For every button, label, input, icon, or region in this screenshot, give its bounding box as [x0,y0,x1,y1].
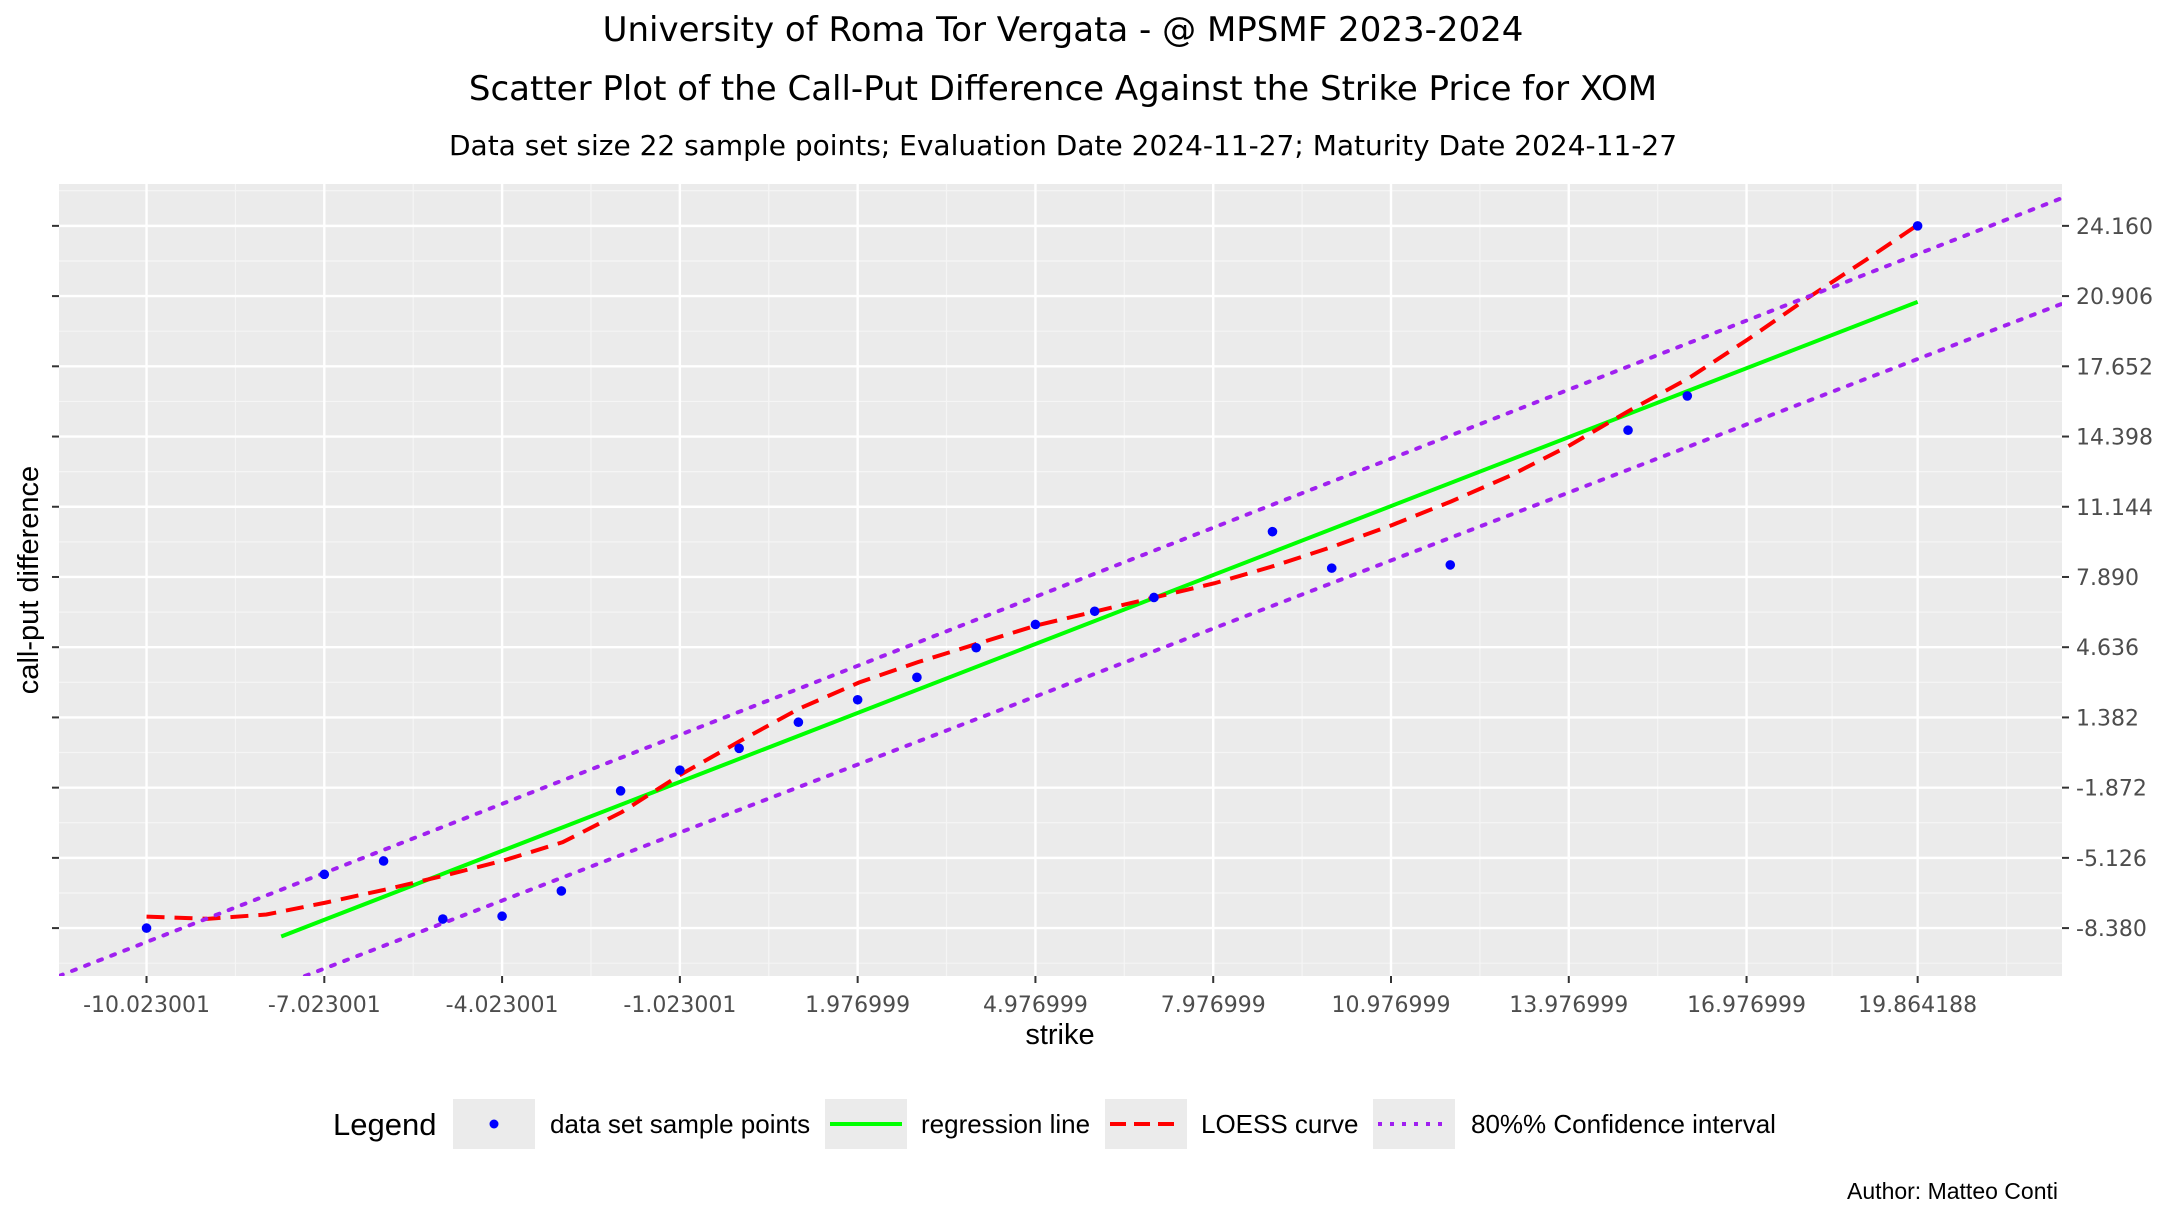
y-tick-label: 17.652 [2076,355,2153,380]
x-tick-label: 4.976999 [983,993,1088,1018]
legend-label-loess: LOESS curve [1201,1109,1359,1139]
data-point [734,743,744,754]
data-point [1912,221,1923,231]
data-point [615,786,626,796]
x-tick-label: -10.023001 [83,993,210,1018]
x-tick-label: -7.023001 [268,993,381,1018]
chart-subtitle: Scatter Plot of the Call-Put Difference … [469,69,1657,109]
data-point [1089,606,1100,617]
data-point [852,694,863,705]
y-tick-label: 4.636 [2076,636,2139,661]
legend-label-regression: regression line [921,1109,1090,1139]
x-tick-label: 1.976999 [805,993,910,1018]
grid-major [59,184,2062,976]
chart-caption: Data set size 22 sample points; Evaluati… [449,129,1677,162]
y-tick-label: -8.380 [2076,917,2147,942]
legend-title: Legend [333,1107,436,1142]
y-tick-label: 20.906 [2076,285,2153,310]
data-point [793,717,804,728]
x-tick-label: 7.976999 [1161,993,1266,1018]
loess-curve-line [146,223,1919,921]
data-point [971,642,981,653]
x-tick-label: -4.023001 [446,993,559,1018]
legend-key-point-marker [489,1119,499,1129]
data-point [319,869,330,880]
data-point [141,923,152,933]
y-tick-label: 7.890 [2076,566,2139,591]
y-tick-label: -1.872 [2076,777,2147,802]
x-tick-label: 13.976999 [1509,993,1628,1018]
y-tick-label: 24.160 [2076,215,2153,240]
legend-label-points: data set sample points [550,1109,810,1139]
data-point [675,765,685,775]
series-layer [59,196,2062,976]
y-tick-label: 11.144 [2076,496,2153,521]
data-point [1149,592,1159,603]
y-axis-title: call-put difference [13,466,45,694]
chart-title: University of Roma Tor Vergata - @ MPSMF… [603,10,1524,50]
data-point [1623,425,1633,436]
x-tick-label: -1.023001 [623,993,736,1018]
y-axis-ticks: -8.380 -5.126 -1.872 1.382 4.636 7.890 11.144 1… [52,215,2153,942]
data-point [1445,560,1456,570]
legend: Legend data set sample points regression… [333,1099,1776,1149]
80-confidence-interval-lower-line [302,301,2062,976]
regression-line-line [280,299,1919,939]
x-axis-ticks: -10.023001 -7.023001 -4.023001 -1.023001 1.9… [83,976,1977,1018]
data-point [556,886,567,896]
data-point [1326,563,1337,573]
80-confidence-interval-line [59,196,2062,976]
data-point [912,672,922,683]
x-tick-label: 10.976999 [1332,993,1451,1018]
x-tick-label: 16.976999 [1687,993,1806,1018]
y-tick-label: 1.382 [2076,706,2139,731]
x-axis-title: strike [1025,1019,1094,1051]
legend-label-confidence: 80%% Confidence interval [1471,1109,1776,1139]
author-caption: Author: Matteo Conti [1847,1178,2058,1204]
data-point [438,914,448,924]
data-point [497,911,507,922]
points-layer [141,221,1923,933]
x-tick-label: 19.864188 [1858,993,1977,1018]
data-point [1267,526,1278,537]
plot-panel [59,184,2062,976]
data-point [1030,619,1041,630]
grid-minor [59,184,2062,976]
data-point [378,856,389,866]
data-point [1682,391,1693,401]
y-tick-label: -5.126 [2076,847,2147,872]
y-tick-label: 14.398 [2076,426,2153,451]
